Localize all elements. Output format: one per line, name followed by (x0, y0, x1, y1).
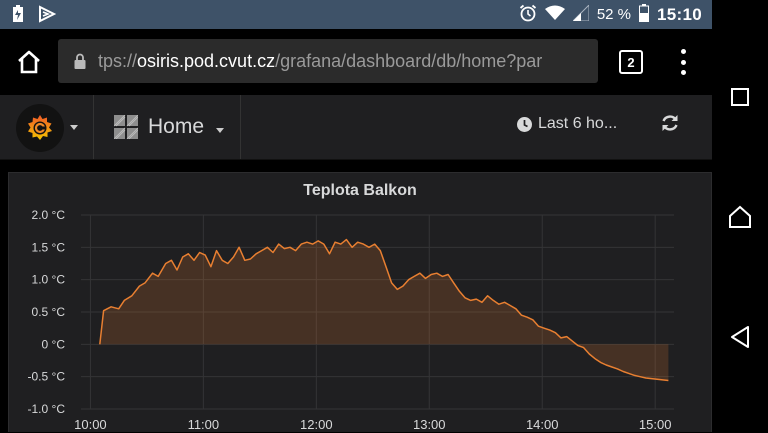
lock-icon (74, 53, 86, 69)
x-tick-label: 10:00 (74, 417, 107, 432)
grafana-menu-button[interactable] (0, 95, 94, 159)
y-tick-label: 1.0 °C (32, 273, 66, 287)
tab-switcher-button[interactable]: 2 (619, 50, 643, 74)
y-tick-label: 0.5 °C (32, 305, 66, 319)
home-icon[interactable] (16, 49, 42, 80)
grafana-navbar: Home Last 6 ho... (0, 95, 712, 160)
grafana-logo-icon (16, 104, 64, 152)
series-line (99, 238, 669, 382)
y-tick-label: -0.5 °C (28, 370, 66, 384)
recent-apps-icon[interactable] (712, 88, 768, 106)
dashboard-picker-button[interactable]: Home (94, 95, 241, 159)
menu-dot (680, 70, 686, 75)
chevron-down-icon (216, 128, 224, 133)
battery-percent: 52 % (596, 6, 632, 23)
signal-icon (571, 3, 590, 25)
status-bar: 52 % 15:10 (0, 0, 712, 29)
clock-icon (516, 116, 533, 133)
alarm-icon (519, 4, 537, 26)
browser-menu-button[interactable] (676, 49, 690, 75)
browser-toolbar: tps://osiris.pod.cvut.cz/grafana/dashboa… (0, 29, 712, 95)
status-time: 15:10 (657, 4, 702, 24)
nav-home-icon[interactable] (712, 205, 768, 229)
y-tick-label: 2.0 °C (32, 208, 66, 222)
chevron-down-icon (70, 125, 78, 130)
series-area (99, 239, 669, 381)
tab-count: 2 (627, 54, 635, 70)
url-host: osiris.pod.cvut.cz (137, 50, 276, 71)
y-tick-label: 0 °C (42, 337, 66, 351)
dashboard-grid-icon (114, 115, 138, 139)
y-tick-label: -1.0 °C (28, 402, 66, 416)
url-prefix: tps:// (98, 50, 138, 71)
y-tick-label: 1.5 °C (32, 240, 66, 254)
menu-dot (680, 49, 686, 54)
graph-panel: Teplota Balkon 2.0 °C 1.5 °C 1.0 °C 0.5 °C 0… (8, 172, 712, 432)
battery-icon (639, 3, 650, 26)
x-tick-label: 12:00 (300, 417, 333, 432)
dashboard-name: Home (148, 115, 205, 138)
battery-charging-icon (12, 5, 24, 28)
x-tick-label: 13:00 (413, 417, 446, 432)
url-path: /grafana/dashboard/db/home?par (275, 50, 543, 71)
system-nav-bar (712, 0, 768, 432)
x-tick-label: 14:00 (526, 417, 559, 432)
panel-title[interactable]: Teplota Balkon (303, 182, 417, 199)
download-arrow-icon (38, 5, 57, 28)
time-range-picker[interactable]: Last 6 ho... (516, 115, 617, 133)
wifi-icon (544, 5, 565, 25)
url-field[interactable]: tps://osiris.pod.cvut.cz/grafana/dashboa… (58, 39, 598, 83)
x-tick-label: 15:00 (639, 417, 672, 432)
back-icon[interactable] (712, 326, 768, 348)
menu-dot (680, 59, 686, 65)
refresh-icon[interactable] (660, 113, 680, 138)
temperature-chart: 2.0 °C 1.5 °C 1.0 °C 0.5 °C 0 °C -0.5 °C -1.0 … (28, 208, 674, 432)
x-tick-label: 11:00 (188, 417, 220, 432)
time-range-label: Last 6 ho... (538, 115, 618, 132)
